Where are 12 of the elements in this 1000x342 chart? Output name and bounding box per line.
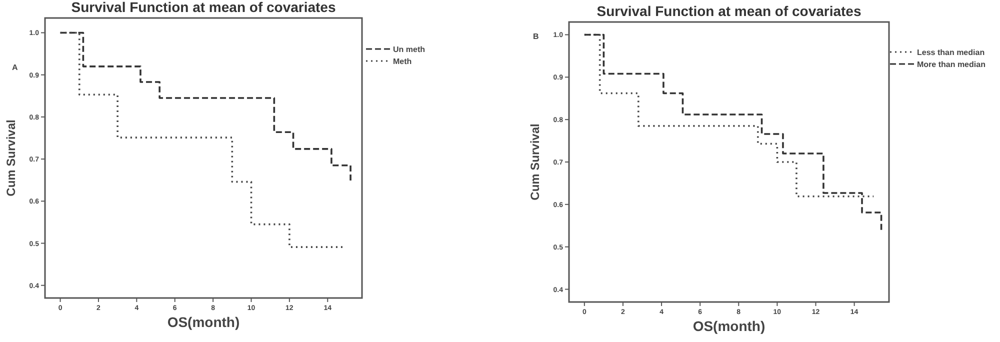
y-axis-title: Cum Survival [4,120,18,196]
y-axis-title: Cum Survival [528,124,542,200]
chart-title: Survival Function at mean of covariates [596,3,862,19]
chart-title: Survival Function at mean of covariates [71,0,336,15]
text: A [12,63,18,72]
legend-label: Less than median [917,48,985,57]
legend-label: Un meth [393,45,426,54]
legend-label: More than median [917,60,986,69]
legend-label: Meth [393,57,412,66]
x-axis-title: OS(month) [692,318,766,334]
x-axis-title: OS(month) [167,314,240,330]
text: B [533,32,539,41]
